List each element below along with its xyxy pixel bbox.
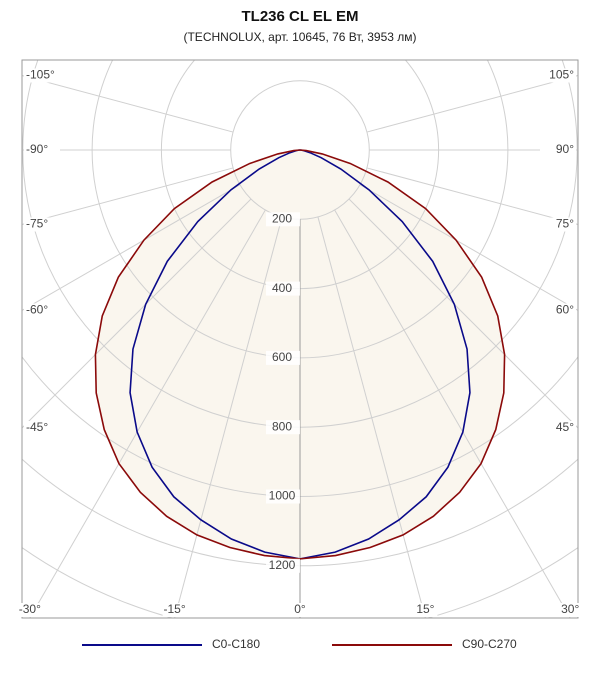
- plot-frame: [21, 59, 579, 619]
- r-tick-bg: [266, 281, 300, 296]
- r-tick-bg: [266, 489, 300, 504]
- series-line: [129, 149, 301, 560]
- chart-subtitle: (TECHNOLUX, арт. 10645, 76 Вт, 3953 лм): [183, 30, 416, 44]
- angle-label: -105°: [26, 68, 55, 82]
- angle-label-bg: [540, 217, 576, 232]
- angle-label: -75°: [26, 217, 48, 231]
- grid-ray: [317, 216, 426, 618]
- grid-ray: [348, 198, 578, 429]
- grid-ray: [22, 184, 241, 311]
- angle-label-bg: [288, 603, 312, 617]
- angle-label-bg: [413, 603, 438, 617]
- angle-label: -30°: [19, 602, 41, 616]
- legend-label: C0-C180: [212, 637, 260, 651]
- angle-label-bg: [24, 421, 60, 435]
- angle-label: -15°: [164, 602, 186, 616]
- r-tick-bg: [266, 558, 300, 573]
- grid-ray: [359, 184, 578, 311]
- angle-label-bg: [24, 303, 60, 318]
- grid-ray: [29, 209, 266, 618]
- angle-label-bg: [540, 303, 576, 318]
- r-tick-bg: [266, 212, 300, 227]
- legend-label: C90-C270: [462, 637, 517, 651]
- angle-label: 60°: [556, 303, 574, 317]
- grid-ray: [22, 167, 234, 225]
- angle-label: 15°: [416, 602, 434, 616]
- grid-ray: [366, 75, 578, 133]
- angle-label-bg: [24, 68, 60, 83]
- angle-label-bg: [24, 217, 60, 232]
- r-tick-bg: [266, 420, 300, 435]
- angle-label-bg: [540, 68, 576, 83]
- angle-label: 105°: [549, 68, 574, 82]
- angle-label-bg: [24, 143, 60, 157]
- r-tick-label: 800: [272, 419, 292, 433]
- angle-label: 0°: [294, 602, 306, 616]
- grid-ray: [174, 216, 283, 618]
- grid-ray: [22, 198, 252, 429]
- angle-label: -90°: [26, 142, 48, 156]
- r-tick-label: 1200: [269, 558, 296, 572]
- angle-label: 75°: [556, 217, 574, 231]
- chart-title: TL236 CL EL EM: [242, 8, 359, 25]
- series-line: [299, 149, 506, 560]
- angle-label-bg: [162, 603, 187, 617]
- r-tick-label: 200: [272, 211, 292, 225]
- r-tick-label: 1000: [269, 489, 296, 503]
- angle-label-bg: [17, 603, 42, 617]
- angle-label: 30°: [561, 602, 579, 616]
- angle-label: 90°: [556, 142, 574, 156]
- r-tick-label: 400: [272, 281, 292, 295]
- grid-ray: [366, 167, 578, 225]
- angle-label: -45°: [26, 420, 48, 434]
- grid-ray: [22, 75, 234, 133]
- r-tick-bg: [266, 350, 300, 365]
- angle-label-bg: [558, 603, 583, 617]
- grid-ray: [334, 209, 571, 618]
- angle-label: 45°: [556, 420, 574, 434]
- angle-label-bg: [540, 143, 576, 157]
- angle-label: -60°: [26, 303, 48, 317]
- r-tick-label: 600: [272, 350, 292, 364]
- angle-label-bg: [540, 421, 576, 435]
- series-line: [94, 149, 301, 560]
- series-line: [299, 149, 471, 560]
